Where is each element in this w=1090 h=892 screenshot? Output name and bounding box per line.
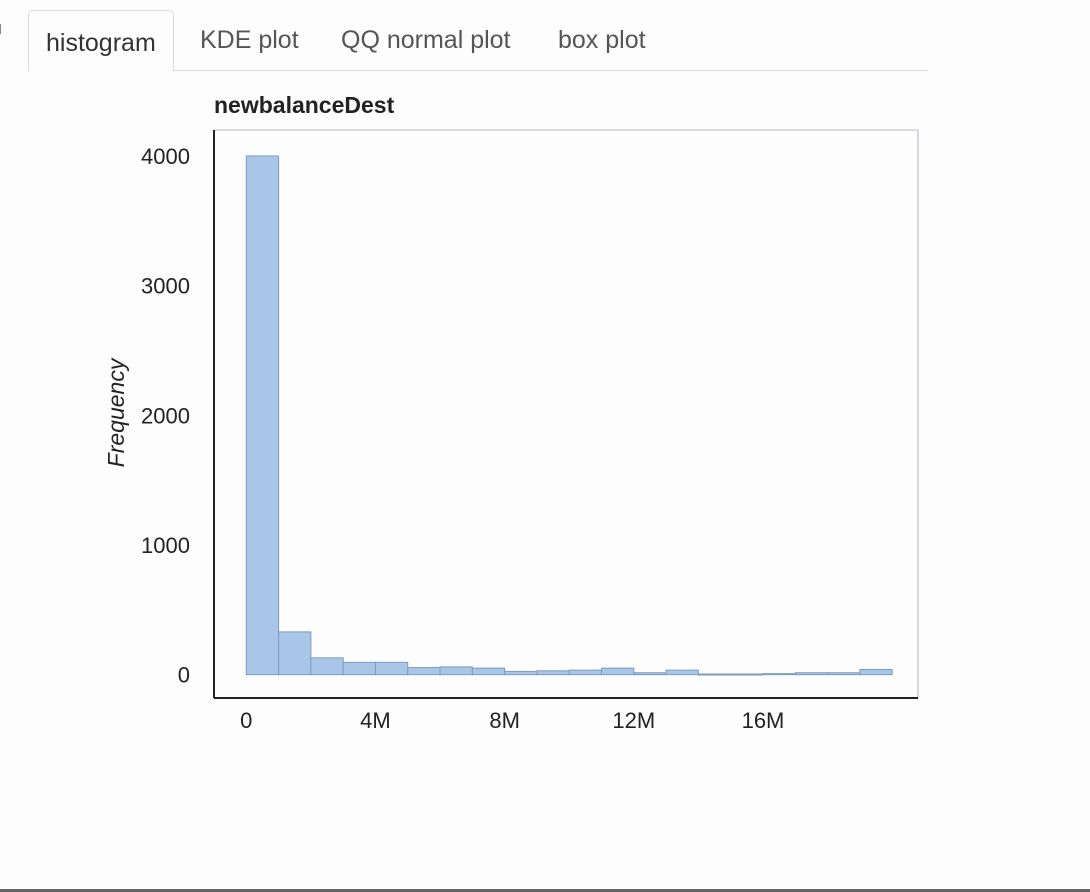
histogram-bar <box>859 668 893 676</box>
tab-bar: histogram KDE plot QQ normal plot box pl… <box>28 10 928 72</box>
histogram-bar <box>407 667 441 676</box>
y-tick-label: 0 <box>178 663 190 688</box>
x-tick-label: 16M <box>742 708 785 733</box>
bottom-rule <box>0 889 1090 892</box>
histogram-bar <box>278 631 312 676</box>
histogram-bar <box>633 672 667 676</box>
histogram-bar <box>601 667 635 676</box>
histogram-bar <box>245 155 280 676</box>
edge-mark <box>0 24 5 34</box>
histogram-bar <box>697 673 732 676</box>
histogram-bar <box>536 670 570 676</box>
histogram-bar <box>730 673 764 676</box>
histogram-bar <box>827 672 861 676</box>
histogram-bar <box>504 670 538 676</box>
y-tick-label: 4000 <box>141 144 190 169</box>
tab-box-plot[interactable]: box plot <box>558 26 646 54</box>
histogram-bar <box>374 661 409 676</box>
y-tick-label: 2000 <box>141 403 190 428</box>
histogram-bar <box>342 661 376 676</box>
histogram-bar <box>568 669 603 676</box>
histogram-bar <box>665 669 699 676</box>
x-tick-label: 0 <box>240 708 252 733</box>
x-tick-label: 4M <box>360 708 391 733</box>
y-tick-label: 1000 <box>141 533 190 558</box>
y-axis-title: Frequency <box>103 357 129 467</box>
tab-kde-plot[interactable]: KDE plot <box>200 26 299 54</box>
histogram-bar <box>310 657 344 676</box>
histogram-bar <box>471 667 506 676</box>
tab-histogram[interactable]: histogram <box>28 10 174 72</box>
histogram-bar <box>439 666 473 676</box>
tab-qq-normal-plot[interactable]: QQ normal plot <box>341 26 511 54</box>
histogram-bar <box>794 672 829 676</box>
y-tick-label: 3000 <box>141 274 190 299</box>
x-tick-label: 8M <box>489 708 520 733</box>
histogram-bar <box>762 673 796 676</box>
x-tick-label: 12M <box>612 708 655 733</box>
chart-title: newbalanceDest <box>214 92 395 118</box>
